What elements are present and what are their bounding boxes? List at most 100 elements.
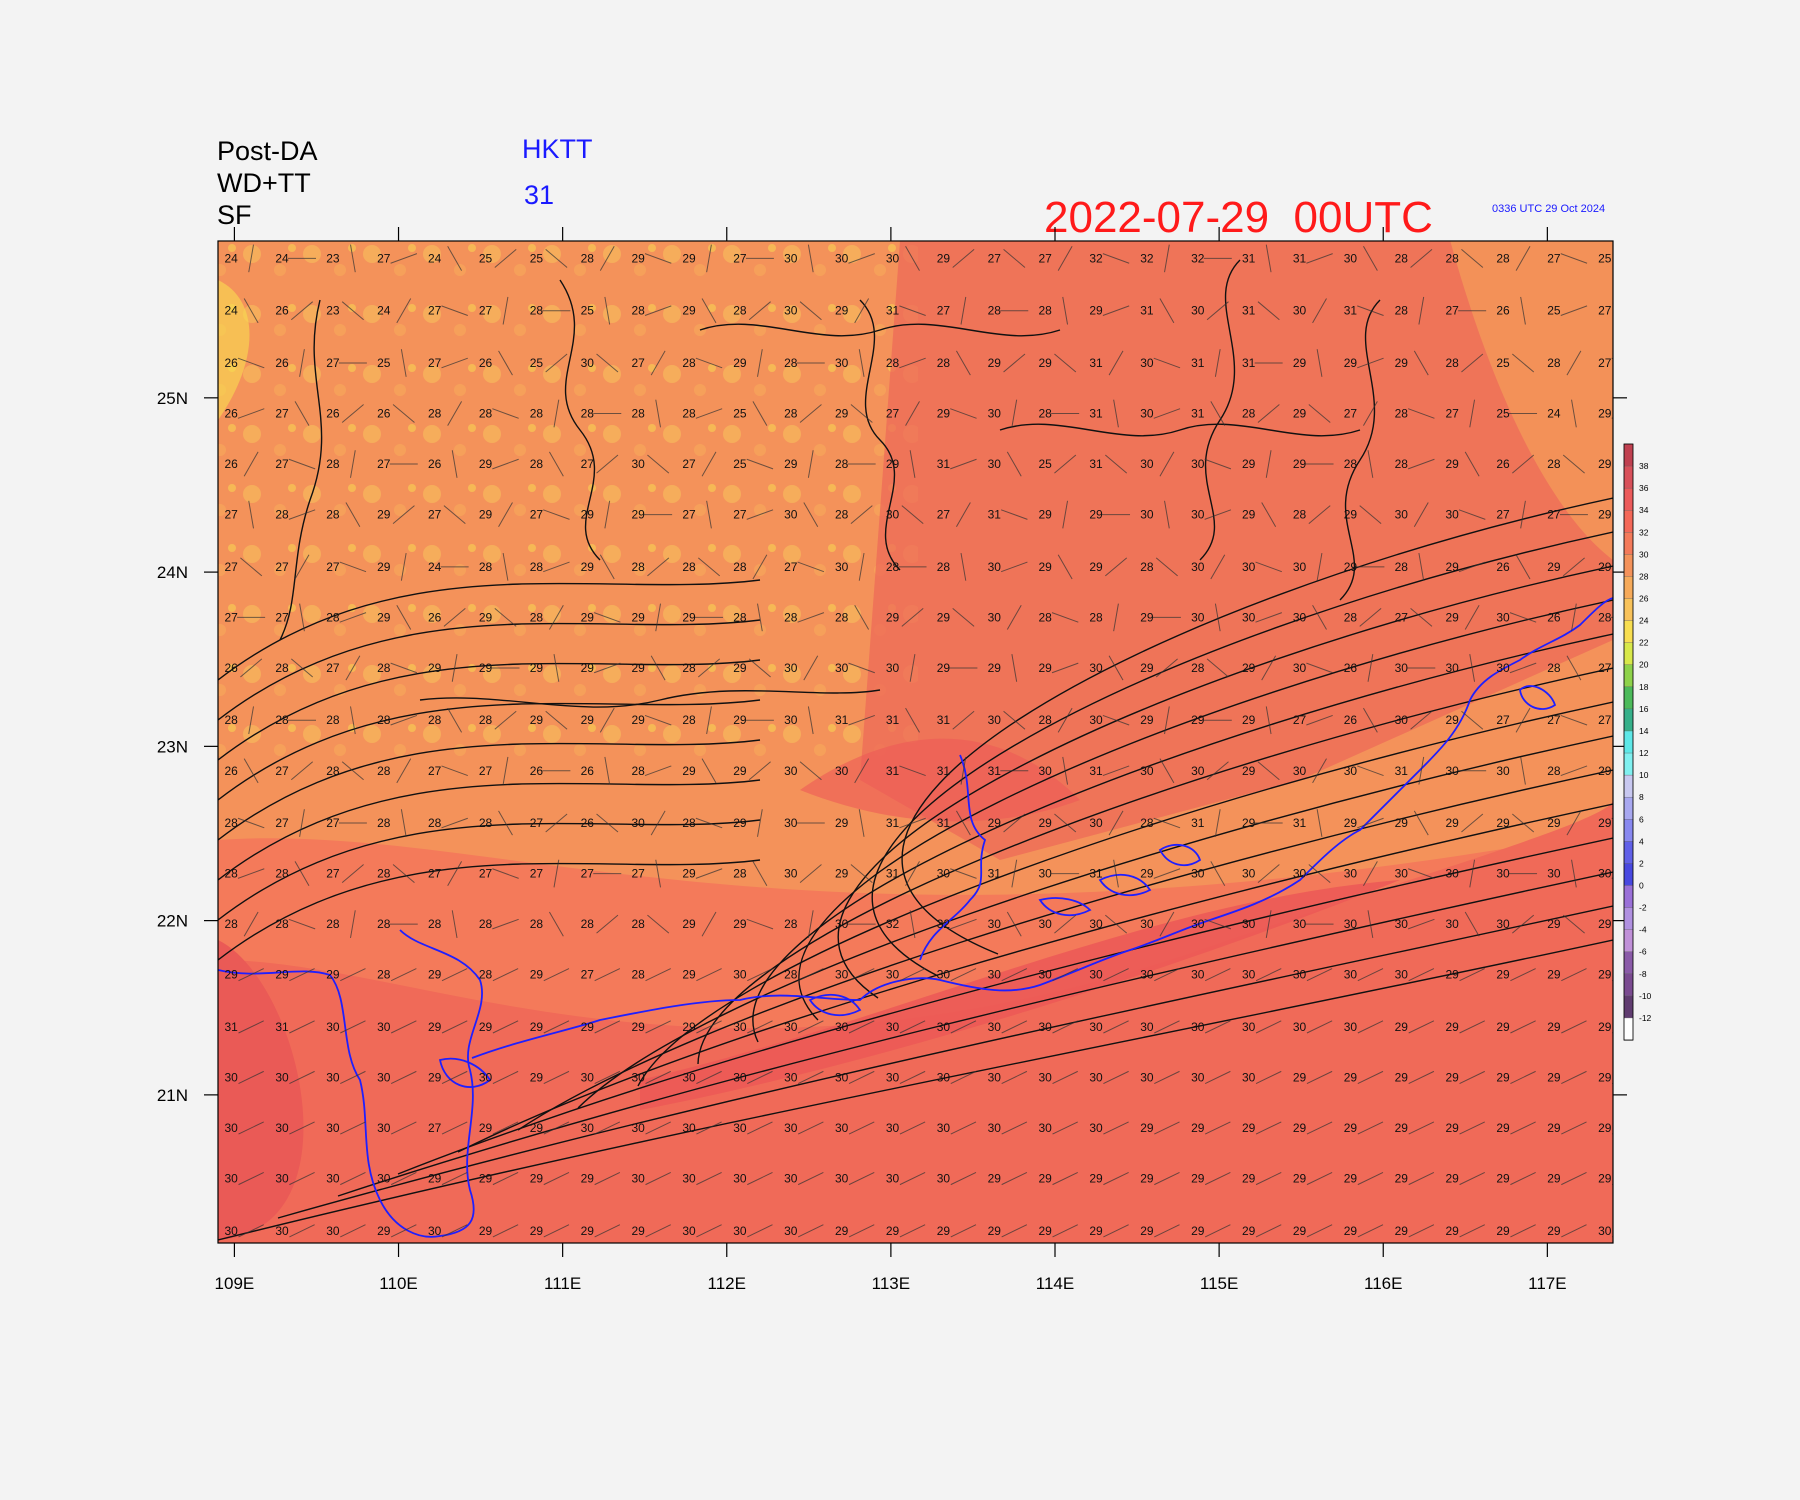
colorbar-label: 6 [1639, 814, 1644, 824]
wind-barb [1367, 910, 1374, 938]
streamline [901, 497, 1613, 955]
station-temp: 30 [1089, 1070, 1103, 1084]
wind-barb [441, 765, 468, 777]
wind-barb [1306, 1070, 1333, 1084]
station-temp: 27 [428, 764, 442, 778]
colorbar-frame [1623, 443, 1634, 1041]
station-temp: 28 [428, 713, 442, 727]
wind-barb [441, 305, 468, 316]
station-temp: 29 [1547, 816, 1561, 830]
wind-barb [492, 1121, 519, 1135]
wind-barb [1051, 662, 1079, 674]
wind-barb [294, 861, 310, 886]
station-temp: 30 [326, 1020, 340, 1034]
station-temp: 29 [428, 1070, 442, 1084]
temperature-field [218, 241, 1613, 1243]
wind-barb [901, 505, 924, 524]
station-temp: 29 [530, 713, 544, 727]
station-temp: 29 [581, 610, 595, 624]
wind-barb [1560, 765, 1588, 777]
station-temp: 28 [1547, 661, 1561, 675]
station-temp: 29 [1496, 816, 1510, 830]
colorbar-label: -10 [1639, 991, 1652, 1001]
colorbar-swatch [1623, 841, 1634, 865]
station-temp: 29 [1293, 407, 1307, 421]
station-temp: 28 [479, 917, 493, 931]
wind-barb [1408, 1171, 1435, 1186]
wind-barb [390, 1121, 417, 1135]
streamline [218, 939, 1613, 1241]
colorbar-label: 16 [1639, 704, 1649, 714]
station-temp: 29 [733, 764, 747, 778]
streamline [837, 565, 1613, 999]
station-temp: 24 [275, 251, 289, 265]
wind-barb [799, 864, 822, 883]
wind-barb [696, 968, 722, 982]
station-temp: 31 [1293, 816, 1307, 830]
station-temp: 26 [581, 764, 595, 778]
wind-barb [492, 1020, 519, 1034]
station-temp: 27 [275, 407, 289, 421]
station-temp: 30 [1089, 917, 1103, 931]
wind-barb [396, 298, 412, 324]
wind-barb [1363, 246, 1378, 271]
wind-barb [1408, 1224, 1435, 1238]
wind-barb [701, 911, 717, 937]
station-temp: 25 [377, 356, 391, 370]
station-temp: 29 [1140, 1121, 1154, 1135]
wind-barb [1357, 817, 1384, 829]
streamline [871, 531, 1613, 977]
wind-barb [706, 706, 712, 735]
station-temp: 29 [733, 816, 747, 830]
colorbar-label: 18 [1639, 682, 1649, 692]
station-temp: 27 [326, 661, 340, 675]
station-temp: 29 [682, 1020, 696, 1034]
wind-barb [899, 357, 926, 369]
station-temp: 28 [377, 917, 391, 931]
station-temp: 30 [1191, 917, 1205, 931]
wind-barb [492, 1224, 519, 1238]
wind-barb [1410, 249, 1433, 268]
station-temp: 29 [1038, 508, 1052, 522]
wind-barb [502, 296, 509, 325]
station-temp: 30 [1598, 1224, 1612, 1238]
station-temp: 31 [988, 508, 1002, 522]
streamline [218, 739, 761, 841]
wind-barb [1210, 861, 1226, 886]
station-temp: 24 [224, 304, 238, 318]
station-temp: 26 [479, 356, 493, 370]
station-name: HKTT [522, 134, 593, 164]
wind-barb [1011, 654, 1018, 682]
wind-barb [1261, 502, 1277, 527]
station-temp: 31 [275, 1020, 289, 1034]
station-temp: 29 [377, 610, 391, 624]
station-temp: 29 [1395, 1172, 1409, 1186]
colorbar-label: 0 [1639, 880, 1644, 890]
station-temp: 27 [1598, 356, 1612, 370]
wind-barb [1153, 357, 1181, 369]
wind-barb [492, 968, 519, 982]
wind-barb [543, 1020, 570, 1034]
wind-barb [1108, 810, 1124, 836]
station-temp: 27 [428, 867, 442, 881]
colorbar-swatch [1623, 1017, 1634, 1041]
wind-barb [238, 1020, 264, 1034]
wind-barb [390, 968, 417, 982]
wind-barb [899, 1070, 926, 1084]
station-temp: 29 [1547, 560, 1561, 574]
lon-tick-label: 115E [1200, 1274, 1238, 1293]
wind-barb [1255, 561, 1282, 573]
station-temp: 30 [1395, 968, 1409, 982]
station-temp: 29 [479, 661, 493, 675]
station-temp: 27 [733, 251, 747, 265]
wind-barb [1153, 817, 1181, 829]
wind-barb [1407, 918, 1435, 930]
wind-barb [1104, 557, 1128, 577]
wind-barb [299, 809, 305, 837]
station-temp: 29 [1191, 1121, 1205, 1135]
wind-barb [696, 1224, 722, 1238]
wind-barb [854, 758, 870, 784]
station-temp: 30 [1344, 867, 1358, 881]
station-temp: 29 [428, 968, 442, 982]
wind-barb [341, 864, 364, 883]
